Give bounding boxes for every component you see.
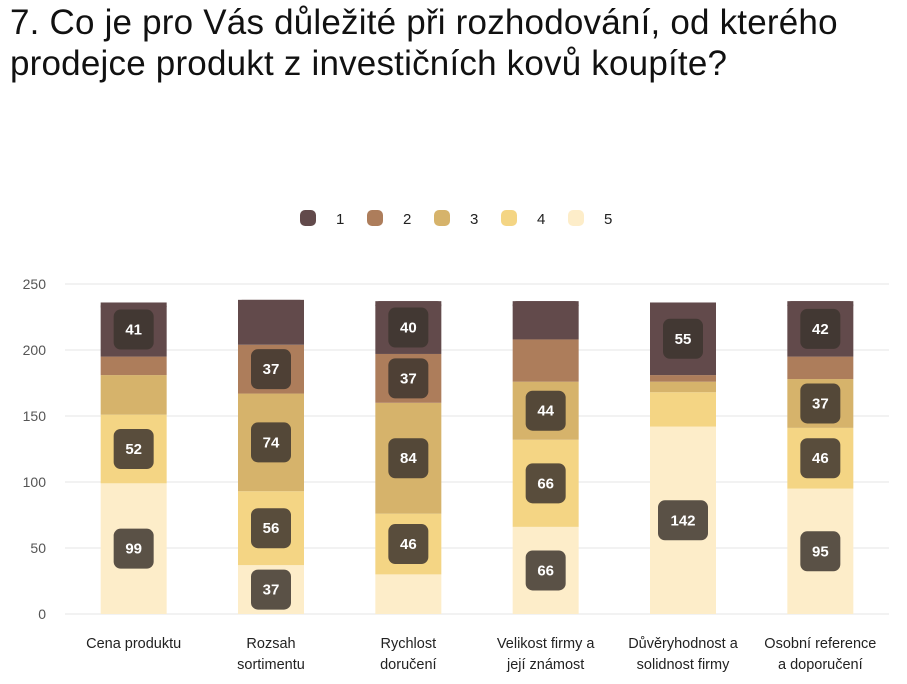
y-tick-label: 50 xyxy=(30,540,46,556)
data-label: 46 xyxy=(812,450,829,467)
bar-top-cap xyxy=(238,299,304,308)
legend[interactable]: 1 2 3 4 5 xyxy=(300,210,612,228)
data-label: 95 xyxy=(812,543,829,560)
data-label: 142 xyxy=(670,512,695,529)
data-label-badge xyxy=(113,429,154,469)
data-label: 44 xyxy=(537,403,554,420)
data-label: 99 xyxy=(125,541,142,558)
x-tick-label: Důvěryhodnost a xyxy=(628,636,739,652)
chart-title: 7. Co je pro Vás důležité při rozhodován… xyxy=(10,3,838,83)
bar-top-cap xyxy=(100,302,167,311)
bar-segment-2[interactable] xyxy=(512,339,579,382)
legend-label-1[interactable]: 1 xyxy=(336,211,344,228)
data-label: 42 xyxy=(812,321,829,338)
data-label: 40 xyxy=(400,320,417,337)
legend-swatch-4[interactable] xyxy=(501,210,517,226)
data-label-badge xyxy=(525,550,566,591)
data-label-badge xyxy=(251,349,291,390)
y-axis: 0 50 100 150 200 250 xyxy=(23,276,47,622)
x-tick-label: solidnost firmy xyxy=(637,657,730,673)
data-label-badge xyxy=(388,358,429,399)
x-tick-label: Osobní reference xyxy=(764,636,876,652)
data-label-badge xyxy=(800,531,841,572)
y-tick-label: 0 xyxy=(38,606,46,622)
bar-segment-2[interactable] xyxy=(787,356,854,380)
legend-label-5[interactable]: 5 xyxy=(604,211,612,228)
data-label: 52 xyxy=(125,441,142,458)
data-label-badge xyxy=(663,318,703,359)
data-label: 46 xyxy=(400,536,417,553)
y-tick-label: 200 xyxy=(23,342,47,358)
bar-top-cap xyxy=(375,301,442,310)
data-label-badge xyxy=(525,463,566,504)
legend-swatch-3[interactable] xyxy=(434,210,450,226)
x-tick-label: Velikost firmy a xyxy=(497,636,595,652)
data-label: 66 xyxy=(537,562,554,579)
data-label: 37 xyxy=(263,361,280,378)
bar-segment-2[interactable] xyxy=(650,375,716,382)
data-label-badge xyxy=(388,524,429,565)
y-tick-label: 250 xyxy=(23,276,47,292)
data-label-badge xyxy=(658,500,708,541)
data-label-badge xyxy=(525,390,566,431)
y-tick-label: 100 xyxy=(23,474,47,490)
data-label: 55 xyxy=(675,331,692,348)
legend-swatch-1[interactable] xyxy=(300,210,316,226)
x-tick-label: Cena produktu xyxy=(86,636,181,652)
data-labels: 99 37 66 142 95 52 56 46 66 46 74 84 44 37 37 37 41 40 55 4… xyxy=(113,307,841,610)
data-label-badge xyxy=(251,508,291,549)
legend-label-3[interactable]: 3 xyxy=(470,211,478,228)
data-label: 37 xyxy=(812,395,829,412)
legend-label-4[interactable]: 4 xyxy=(537,211,545,228)
data-label-badge xyxy=(113,309,154,350)
data-label: 56 xyxy=(263,520,280,537)
data-label: 37 xyxy=(400,370,417,387)
bar-segment-2[interactable] xyxy=(100,356,167,376)
legend-swatch-2[interactable] xyxy=(367,210,383,226)
data-label: 74 xyxy=(263,434,280,451)
x-tick-label: sortimentu xyxy=(237,657,305,673)
data-label-badge xyxy=(251,422,291,463)
data-label-badge xyxy=(388,307,429,348)
data-label-badge xyxy=(113,528,154,569)
x-tick-label: Rychlost xyxy=(381,636,437,652)
x-tick-label: doručení xyxy=(380,657,436,673)
data-label: 37 xyxy=(263,582,280,599)
data-label-badge xyxy=(251,569,291,610)
bar-segment-5[interactable] xyxy=(375,574,442,614)
x-tick-label: Rozsah xyxy=(246,636,295,652)
bars xyxy=(100,299,854,614)
data-label-badge xyxy=(800,308,841,349)
y-tick-label: 150 xyxy=(23,408,47,424)
x-axis: Cena produktu Rozsah sortimentu Rychlost dor… xyxy=(86,636,876,673)
data-label: 41 xyxy=(125,322,142,339)
bar-segment-3[interactable] xyxy=(100,375,167,415)
bar-segment-4[interactable] xyxy=(650,392,716,427)
bar-top-cap xyxy=(512,301,579,310)
bar-top-cap xyxy=(787,301,854,310)
legend-swatch-5[interactable] xyxy=(568,210,584,226)
legend-label-2[interactable]: 2 xyxy=(403,211,411,228)
x-tick-label: a doporučení xyxy=(778,657,863,673)
x-tick-label: její známost xyxy=(506,657,584,673)
data-label: 84 xyxy=(400,450,417,467)
data-label-badge xyxy=(800,383,841,424)
bar-top-cap xyxy=(650,302,716,311)
data-label-badge xyxy=(800,438,841,479)
bar-segment-3[interactable] xyxy=(650,381,716,393)
gridlines xyxy=(65,283,889,615)
data-label-badge xyxy=(388,438,429,479)
data-label: 66 xyxy=(537,475,554,492)
